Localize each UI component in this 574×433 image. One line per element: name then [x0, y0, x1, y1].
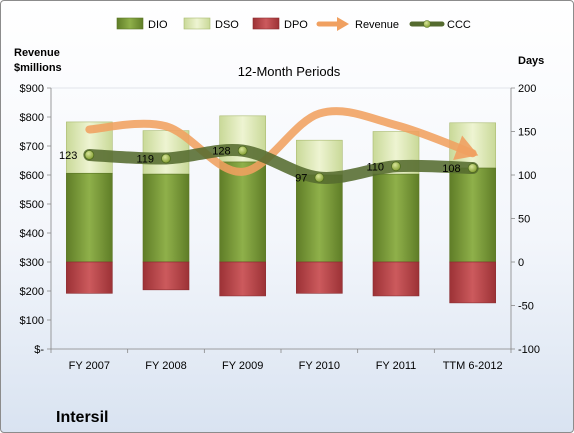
right-axis-ticks: -100 -50 0 50 100 150 200 — [511, 83, 540, 356]
bar-dio — [66, 172, 113, 263]
bar-dpo — [219, 261, 266, 297]
legend-label-dpo: DPO — [284, 19, 308, 31]
company-name: Intersil — [56, 409, 108, 426]
bar-dio — [372, 173, 420, 263]
left-tick-label: $300 — [20, 257, 44, 269]
x-tick-label: FY 2009 — [222, 360, 263, 372]
legend-swatch-dio — [116, 17, 144, 30]
x-tick-label: FY 2011 — [376, 360, 417, 372]
bar-dpo — [142, 261, 190, 291]
x-axis-ticks: FY 2007 FY 2008 FY 2009 FY 2010 FY 2011 TTM 6… — [50, 349, 512, 372]
legend-swatch-dso — [183, 17, 211, 30]
left-axis-title-line2: $millions — [14, 62, 62, 74]
left-tick-label: $100 — [20, 315, 44, 327]
legend-label-revenue: Revenue — [355, 19, 399, 31]
legend-label-ccc: CCC — [447, 19, 471, 31]
ccc-data-label: 97 — [295, 173, 307, 185]
legend-swatch-ccc — [409, 20, 445, 28]
ccc-data-label: 108 — [442, 163, 460, 175]
ccc-data-label: 110 — [366, 161, 384, 173]
ccc-point — [161, 153, 171, 164]
right-axis-title: Days — [518, 55, 544, 67]
bar-dpo — [449, 261, 496, 304]
left-tick-label: $600 — [20, 170, 44, 182]
legend-swatch-dpo — [252, 17, 280, 30]
ccc-point — [314, 172, 325, 183]
right-tick-label: -50 — [518, 301, 534, 313]
left-axis-title-line1: Revenue — [14, 47, 60, 59]
x-tick-label: FY 2007 — [69, 360, 110, 372]
right-tick-label: 100 — [518, 170, 536, 182]
x-tick-label: FY 2010 — [299, 360, 340, 372]
bar-dio — [449, 167, 496, 263]
ccc-line — [83, 144, 479, 184]
left-tick-label: $800 — [20, 112, 44, 124]
right-tick-label: -100 — [518, 344, 540, 356]
left-tick-label: $900 — [20, 83, 44, 95]
left-tick-label: $400 — [20, 228, 44, 240]
left-tick-label: $700 — [20, 141, 44, 153]
ccc-series — [83, 144, 479, 184]
x-tick-label: FY 2008 — [145, 360, 186, 372]
right-tick-label: 150 — [518, 127, 536, 139]
ccc-data-label: 128 — [212, 146, 230, 158]
legend-label-dio: DIO — [148, 19, 168, 31]
revenue-arrow-head — [453, 135, 479, 160]
ccc-data-label: 119 — [136, 153, 154, 165]
bar-dio — [296, 174, 343, 263]
ccc-data-label: 123 — [59, 150, 77, 162]
right-tick-label: 200 — [518, 83, 536, 95]
left-tick-label: $200 — [20, 286, 44, 298]
bar-dpo — [296, 261, 343, 294]
bar-dpo — [66, 261, 113, 294]
ccc-point — [467, 163, 478, 173]
left-tick-label: $500 — [20, 199, 44, 211]
right-tick-label: 0 — [518, 257, 524, 269]
right-tick-label: 50 — [518, 214, 530, 226]
left-tick-label: $- — [34, 344, 44, 356]
bar-dio — [142, 173, 190, 263]
ccc-point — [391, 161, 401, 172]
ccc-data-labels: 123 119 128 97 110 108 — [59, 146, 461, 185]
legend-swatch-revenue — [316, 17, 349, 31]
legend: DIO DSO DPO Revenue CCC — [116, 17, 471, 31]
bar-dpo — [372, 261, 420, 297]
left-axis-ticks: $- $100 $200 $300 $400 $500 $600 $700 $800 $900 — [20, 83, 51, 356]
chart-title: 12-Month Periods — [238, 64, 341, 79]
legend-label-dso: DSO — [215, 19, 239, 31]
revenue-line — [85, 107, 477, 176]
bar-dio — [219, 161, 266, 263]
ccc-point — [84, 150, 95, 160]
x-tick-label: TTM 6-2012 — [443, 360, 503, 372]
ccc-point — [237, 145, 248, 156]
revenue-series — [85, 107, 479, 176]
